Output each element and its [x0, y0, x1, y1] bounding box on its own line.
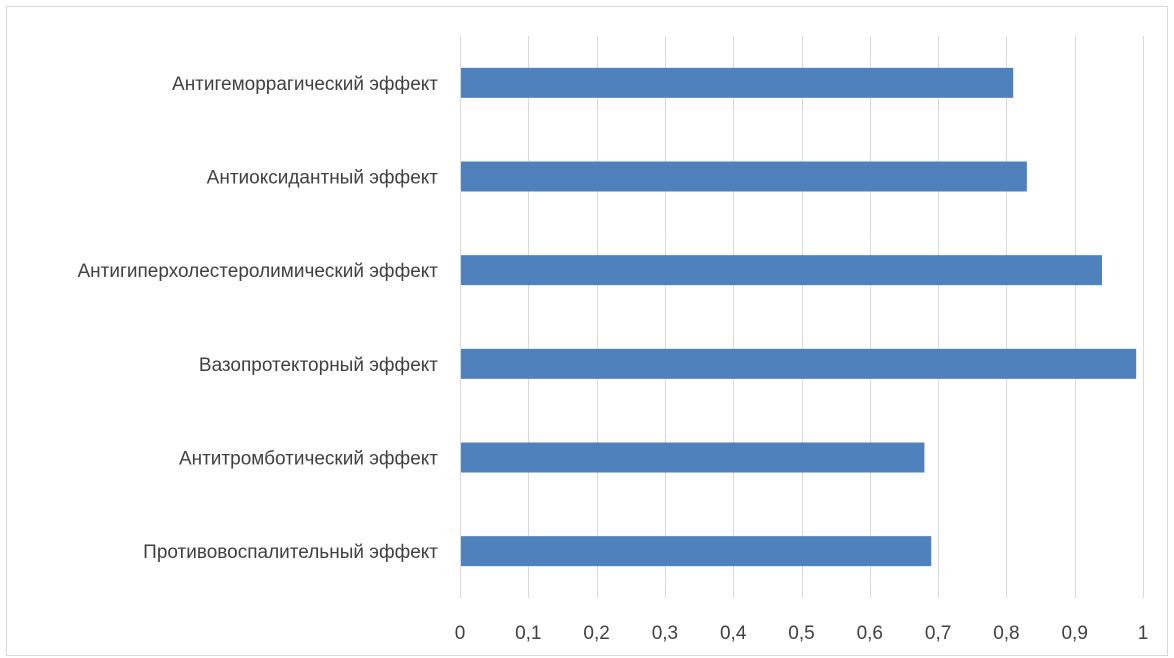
x-tick-label: 0,5: [788, 623, 814, 644]
bar: [461, 442, 925, 473]
bars: [461, 67, 1137, 567]
category-label: Антиоксидантный эффект: [207, 168, 439, 189]
x-tick-label: 0,4: [720, 623, 747, 644]
bar: [461, 255, 1103, 286]
category-label: Антигиперхолестеролимический эффект: [77, 261, 438, 282]
x-tick-label: 0: [455, 623, 466, 644]
x-tick-label: 0,6: [857, 623, 883, 644]
x-tick-label: 0,3: [652, 623, 678, 644]
x-tick-labels: 0 0,1 0,2 0,3 0,4 0,5 0,6 0,7 0,8 0,9 1: [455, 623, 1149, 644]
x-tick-label: 0,7: [925, 623, 951, 644]
x-tick-label: 1: [1138, 623, 1149, 644]
bar: [461, 348, 1137, 379]
category-label: Антигеморрагический эффект: [172, 74, 438, 95]
gridlines: [460, 36, 1144, 598]
category-label: Антитромботический эффект: [179, 449, 438, 470]
bar: [461, 536, 932, 567]
bar: [461, 67, 1014, 98]
x-tick-label: 0,1: [515, 623, 541, 644]
category-label: Вазопротекторный эффект: [199, 355, 438, 376]
category-labels: Антигеморрагический эффект Антиоксидантны…: [77, 74, 438, 563]
category-label: Противовоспалительный эффект: [143, 542, 438, 563]
bar: [461, 161, 1027, 192]
x-tick-label: 0,2: [583, 623, 609, 644]
x-tick-label: 0,8: [993, 623, 1019, 644]
x-tick-label: 0,9: [1061, 623, 1087, 644]
